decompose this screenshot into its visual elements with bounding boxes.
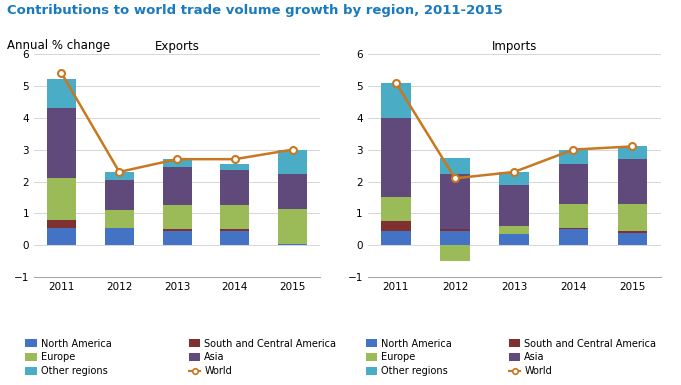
Bar xyxy=(221,229,249,231)
Bar xyxy=(558,150,588,164)
Bar xyxy=(499,185,529,226)
Legend: North America, Europe, Other regions: North America, Europe, Other regions xyxy=(366,338,452,376)
Bar xyxy=(558,228,588,229)
Bar xyxy=(47,228,76,245)
Bar xyxy=(499,172,529,185)
Bar xyxy=(221,164,249,170)
Bar xyxy=(105,228,133,245)
Bar xyxy=(278,244,307,245)
Bar xyxy=(618,159,647,204)
Bar xyxy=(163,159,191,167)
Text: Annual % change: Annual % change xyxy=(7,38,110,52)
Legend: South and Central America, Asia, World: South and Central America, Asia, World xyxy=(189,338,336,376)
Bar xyxy=(163,231,191,245)
Bar xyxy=(618,233,647,245)
Bar xyxy=(278,209,307,244)
Bar xyxy=(381,221,411,231)
Text: Contributions to world trade volume growth by region, 2011-2015: Contributions to world trade volume grow… xyxy=(7,4,503,17)
Bar xyxy=(440,174,470,229)
Bar xyxy=(278,150,307,174)
Title: Exports: Exports xyxy=(155,40,200,53)
Bar xyxy=(47,178,76,220)
Bar xyxy=(163,229,191,231)
Bar xyxy=(47,79,76,108)
Bar xyxy=(618,204,647,231)
Legend: North America, Europe, Other regions: North America, Europe, Other regions xyxy=(25,338,112,376)
Bar xyxy=(381,83,411,118)
Bar xyxy=(499,234,529,245)
Bar xyxy=(558,164,588,204)
Bar xyxy=(440,245,470,261)
Bar xyxy=(278,174,307,209)
Bar xyxy=(499,226,529,234)
Bar xyxy=(440,157,470,174)
Bar xyxy=(558,229,588,245)
Bar xyxy=(163,206,191,229)
Legend: South and Central America, Asia, World: South and Central America, Asia, World xyxy=(509,338,656,376)
Bar xyxy=(105,172,133,180)
Bar xyxy=(221,231,249,245)
Bar xyxy=(47,220,76,228)
Bar xyxy=(105,210,133,228)
Bar xyxy=(105,180,133,210)
Bar xyxy=(618,231,647,233)
Bar xyxy=(221,170,249,206)
Bar xyxy=(440,229,470,231)
Bar xyxy=(381,198,411,221)
Bar xyxy=(618,146,647,159)
Bar xyxy=(221,206,249,229)
Bar xyxy=(381,118,411,198)
Bar xyxy=(558,204,588,228)
Bar xyxy=(47,108,76,178)
Title: Imports: Imports xyxy=(492,40,537,53)
Bar xyxy=(163,167,191,206)
Bar xyxy=(440,231,470,245)
Bar xyxy=(381,231,411,245)
